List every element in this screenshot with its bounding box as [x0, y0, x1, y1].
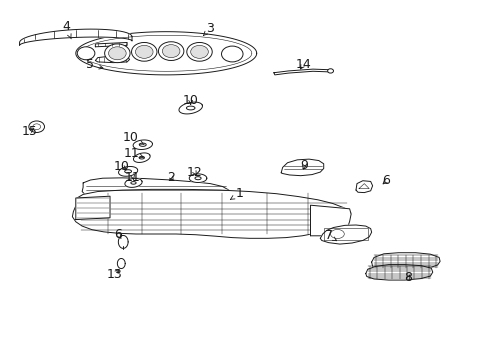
Polygon shape: [76, 196, 110, 220]
Polygon shape: [365, 265, 432, 280]
Text: 10: 10: [113, 160, 129, 173]
Polygon shape: [76, 32, 256, 75]
Circle shape: [190, 45, 208, 58]
Circle shape: [108, 47, 126, 60]
Text: 8: 8: [404, 271, 411, 284]
Polygon shape: [179, 102, 202, 114]
Polygon shape: [124, 179, 142, 187]
Text: 4: 4: [62, 21, 71, 39]
Circle shape: [104, 44, 130, 63]
Circle shape: [158, 42, 183, 60]
Polygon shape: [320, 225, 371, 244]
Circle shape: [221, 46, 243, 62]
Text: 15: 15: [21, 125, 37, 138]
Circle shape: [33, 124, 41, 130]
Text: 5: 5: [86, 58, 103, 71]
Polygon shape: [118, 235, 128, 248]
Text: 13: 13: [107, 268, 122, 281]
Text: 12: 12: [186, 166, 202, 179]
Circle shape: [131, 42, 157, 61]
Polygon shape: [20, 29, 132, 45]
Text: 11: 11: [125, 171, 141, 184]
Text: 14: 14: [295, 58, 310, 71]
Polygon shape: [133, 140, 152, 149]
Circle shape: [77, 47, 95, 60]
Circle shape: [29, 121, 44, 132]
Text: 11: 11: [124, 147, 143, 159]
Polygon shape: [310, 205, 350, 236]
Text: 3: 3: [203, 22, 214, 36]
Circle shape: [135, 45, 153, 58]
Polygon shape: [355, 181, 372, 193]
Text: 10: 10: [183, 94, 198, 107]
Polygon shape: [82, 178, 228, 202]
Polygon shape: [273, 69, 332, 75]
Text: 6: 6: [382, 174, 389, 187]
Polygon shape: [371, 253, 439, 270]
Polygon shape: [189, 174, 206, 183]
Text: 10: 10: [123, 131, 144, 145]
Polygon shape: [95, 56, 129, 63]
Text: 1: 1: [230, 187, 243, 200]
Polygon shape: [118, 166, 138, 176]
Text: 7: 7: [324, 229, 336, 242]
Text: 2: 2: [167, 171, 175, 184]
Polygon shape: [72, 189, 350, 238]
Polygon shape: [95, 42, 127, 47]
Text: 6: 6: [114, 228, 122, 241]
Polygon shape: [133, 153, 150, 162]
Circle shape: [162, 45, 180, 58]
Polygon shape: [117, 258, 125, 269]
Text: 9: 9: [300, 159, 307, 172]
Circle shape: [327, 69, 333, 73]
Circle shape: [186, 42, 212, 61]
Polygon shape: [281, 159, 323, 176]
